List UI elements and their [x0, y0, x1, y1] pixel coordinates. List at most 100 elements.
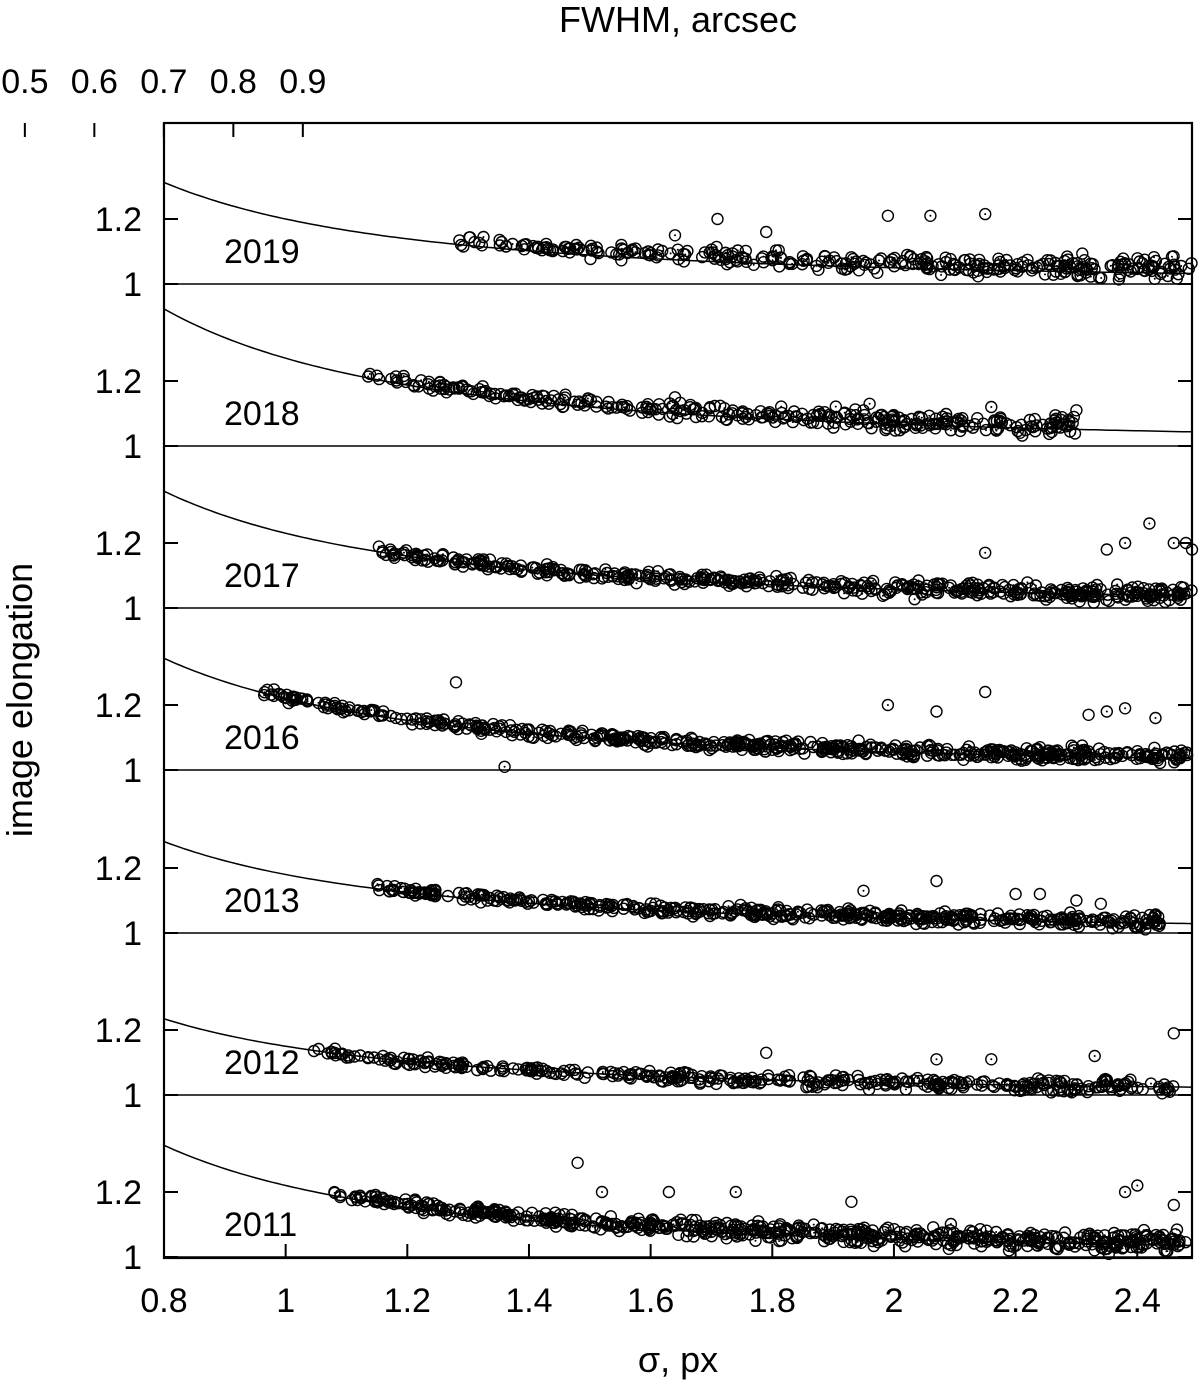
data-point-center — [984, 551, 987, 554]
data-point — [497, 390, 511, 403]
data-point-center — [1050, 430, 1053, 433]
data-point-center — [537, 398, 540, 401]
data-point-center — [780, 405, 783, 408]
data-point-center — [900, 420, 903, 423]
data-point-center — [997, 257, 1000, 260]
data-point-center — [651, 408, 654, 411]
data-point-center — [348, 706, 351, 709]
data-point — [985, 400, 998, 414]
data-point-center — [762, 261, 765, 264]
data-point-center — [668, 402, 671, 405]
data-point-center — [741, 1081, 744, 1084]
data-point — [1036, 257, 1050, 271]
data-point-center — [593, 1226, 596, 1229]
data-point-center — [1168, 1090, 1171, 1093]
data-point — [453, 234, 466, 247]
data-point-center — [948, 586, 951, 589]
data-point-center — [675, 1221, 678, 1224]
data-point-center — [1049, 918, 1052, 921]
data-point — [683, 401, 697, 414]
data-point-center — [893, 1083, 896, 1086]
data-point-center — [669, 252, 672, 255]
data-point — [736, 412, 749, 425]
data-point-center — [727, 905, 730, 908]
data-point-center — [458, 1062, 461, 1065]
data-point-center — [769, 743, 772, 746]
data-point — [1011, 424, 1024, 438]
data-point-center — [698, 908, 701, 911]
data-point — [868, 262, 881, 275]
data-point-center — [1154, 919, 1157, 922]
data-point-center — [860, 748, 863, 751]
data-point-center — [992, 750, 995, 753]
data-point — [1009, 887, 1022, 901]
data-point-center — [742, 742, 745, 745]
data-point-center — [484, 390, 487, 393]
data-point-center — [1062, 423, 1065, 426]
data-point-center — [1064, 1231, 1066, 1234]
data-point-center — [968, 1080, 971, 1083]
data-point-center — [1152, 916, 1155, 919]
data-point — [1066, 416, 1079, 430]
data-point-center — [841, 267, 844, 270]
data-point-center — [324, 701, 327, 704]
data-point-center — [581, 1217, 584, 1220]
data-point-center — [1090, 267, 1093, 270]
data-point-center — [826, 908, 829, 911]
data-point — [775, 400, 788, 413]
data-point-center — [382, 1055, 384, 1057]
data-point — [924, 209, 937, 223]
data-point-center — [554, 900, 557, 903]
data-point-center — [586, 397, 589, 400]
data-point-center — [1038, 264, 1041, 267]
data-point-center — [578, 568, 581, 571]
data-point-center — [564, 396, 566, 399]
data-point-center — [969, 262, 972, 265]
data-point-center — [802, 255, 804, 258]
data-point — [1094, 897, 1108, 910]
data-point — [703, 246, 716, 259]
data-point-center — [742, 909, 745, 912]
data-point-center — [1083, 758, 1086, 761]
data-point-center — [980, 592, 983, 595]
data-point-center — [543, 395, 546, 398]
data-point-center — [883, 415, 886, 418]
data-point-center — [1093, 1055, 1096, 1057]
data-point — [847, 252, 860, 266]
data-point — [769, 409, 782, 422]
data-point-center — [263, 694, 266, 697]
data-point-center — [917, 579, 920, 582]
data-point-center — [832, 426, 835, 429]
data-point-center — [744, 1227, 747, 1230]
data-point — [668, 391, 682, 404]
data-point — [671, 243, 684, 256]
data-point-center — [357, 709, 360, 712]
data-point — [739, 244, 752, 258]
data-point-center — [671, 744, 674, 746]
data-point-center — [913, 598, 916, 601]
data-point-center — [536, 572, 539, 575]
data-point — [681, 244, 694, 258]
data-point-center — [894, 429, 897, 432]
data-point-center — [1117, 752, 1120, 755]
data-point — [889, 424, 902, 437]
data-point-center — [511, 565, 514, 568]
data-point-center — [1008, 1244, 1011, 1247]
data-point — [897, 421, 910, 434]
data-point-center — [567, 247, 570, 250]
data-point — [822, 256, 835, 269]
data-point-center — [480, 893, 483, 896]
data-point-center — [630, 249, 633, 252]
data-point-center — [324, 703, 327, 706]
data-point-center — [348, 1056, 351, 1059]
data-point — [811, 416, 824, 430]
data-point-center — [634, 251, 637, 254]
data-point-center — [406, 717, 408, 720]
data-point-center — [699, 576, 702, 579]
data-point-center — [517, 1211, 520, 1214]
data-point-center — [1102, 916, 1105, 919]
data-point-center — [772, 912, 774, 915]
data-point-center — [686, 744, 689, 747]
data-point — [1082, 708, 1095, 721]
data-point-center — [458, 892, 460, 894]
